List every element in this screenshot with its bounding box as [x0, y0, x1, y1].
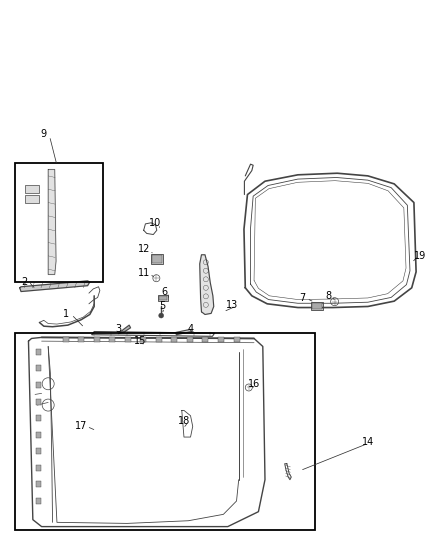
Text: 18: 18: [178, 416, 190, 426]
Bar: [151, 254, 163, 264]
Bar: [25, 195, 39, 203]
Text: 14: 14: [362, 438, 374, 447]
Bar: [63, 336, 69, 342]
Bar: [218, 336, 224, 342]
Bar: [312, 303, 322, 309]
Bar: [15, 163, 103, 282]
Bar: [36, 481, 41, 488]
Text: 6: 6: [161, 287, 167, 297]
Polygon shape: [175, 329, 191, 335]
Text: 16: 16: [248, 379, 260, 389]
Bar: [36, 365, 41, 372]
Text: 12: 12: [138, 245, 151, 254]
Text: 8: 8: [325, 291, 332, 301]
Circle shape: [159, 313, 164, 318]
Bar: [36, 465, 41, 471]
Bar: [156, 336, 162, 342]
Polygon shape: [118, 325, 131, 334]
Bar: [125, 336, 131, 342]
Text: 2: 2: [21, 278, 27, 287]
Polygon shape: [48, 169, 56, 274]
Text: 10: 10: [149, 218, 162, 228]
Bar: [36, 382, 41, 388]
Text: 4: 4: [187, 325, 194, 334]
Polygon shape: [20, 281, 90, 292]
Bar: [36, 399, 41, 405]
Text: 5: 5: [159, 302, 165, 311]
Text: 11: 11: [138, 268, 151, 278]
Text: 7: 7: [299, 294, 305, 303]
Bar: [152, 255, 162, 263]
Bar: [36, 448, 41, 454]
Bar: [36, 498, 41, 504]
Text: 9: 9: [41, 130, 47, 139]
Bar: [15, 333, 315, 530]
Bar: [159, 296, 167, 300]
Bar: [25, 185, 39, 193]
Bar: [36, 432, 41, 438]
Bar: [158, 295, 168, 301]
Bar: [36, 349, 41, 355]
Text: 15: 15: [134, 336, 146, 346]
Text: 19: 19: [414, 251, 427, 261]
Text: 13: 13: [226, 300, 238, 310]
Bar: [311, 302, 323, 310]
Bar: [171, 336, 177, 342]
Bar: [202, 336, 208, 342]
Text: 17: 17: [75, 422, 87, 431]
Bar: [233, 336, 240, 342]
Text: 1: 1: [63, 310, 69, 319]
Bar: [36, 415, 41, 421]
Bar: [187, 336, 193, 342]
Bar: [140, 336, 146, 342]
Text: 3: 3: [115, 325, 121, 334]
Bar: [78, 336, 84, 342]
Bar: [110, 336, 115, 342]
Bar: [94, 336, 100, 342]
Polygon shape: [200, 255, 214, 314]
